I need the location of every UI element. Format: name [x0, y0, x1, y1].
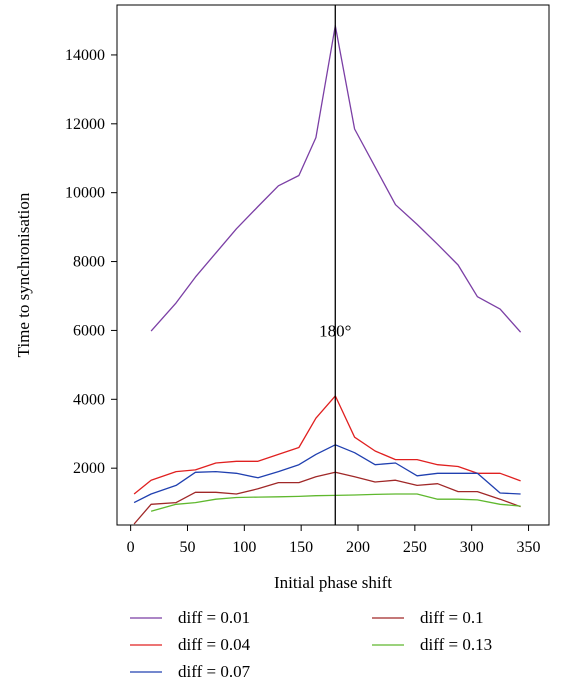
legend: diff = 0.01 diff = 0.04 diff = 0.07 diff = … [130, 608, 492, 681]
x-tick-label: 150 [289, 539, 313, 556]
y-tick-label: 12000 [65, 116, 105, 133]
x-tick-label: 300 [460, 539, 484, 556]
y-tick-label: 10000 [65, 185, 105, 202]
x-tick-label: 250 [403, 539, 427, 556]
legend-label-1: diff = 0.01 [178, 608, 250, 627]
x-tick-label: 0 [127, 539, 135, 556]
y-tick-label: 8000 [73, 254, 105, 271]
plot-frame [116, 4, 550, 526]
reference-line-label: 180° [319, 321, 351, 340]
x-tick-label: 350 [517, 539, 541, 556]
series-line-3 [133, 444, 521, 504]
y-axis-title: Time to synchronisation [14, 192, 33, 357]
y-tick-label: 4000 [73, 391, 105, 408]
x-axis: 0 50 100 150 200 250 300 350 [127, 525, 541, 556]
y-tick-label: 6000 [73, 322, 105, 339]
reference-line-layer: 180° [319, 5, 351, 525]
y-tick-label: 2000 [73, 460, 105, 477]
x-tick-label: 100 [232, 539, 256, 556]
series-layer [133, 25, 522, 525]
x-tick-label: 200 [346, 539, 370, 556]
x-tick-label: 50 [179, 539, 195, 556]
legend-label-5: diff = 0.13 [420, 635, 492, 654]
y-tick-label: 14000 [65, 47, 105, 64]
x-axis-title: Initial phase shift [274, 573, 392, 592]
legend-label-2: diff = 0.04 [178, 635, 251, 654]
legend-label-3: diff = 0.07 [178, 662, 251, 681]
legend-label-4: diff = 0.1 [420, 608, 484, 627]
y-axis: 2000 4000 6000 8000 10000 12000 14000 [65, 47, 117, 477]
series-line-2 [133, 395, 521, 495]
series-line-4 [133, 471, 521, 525]
